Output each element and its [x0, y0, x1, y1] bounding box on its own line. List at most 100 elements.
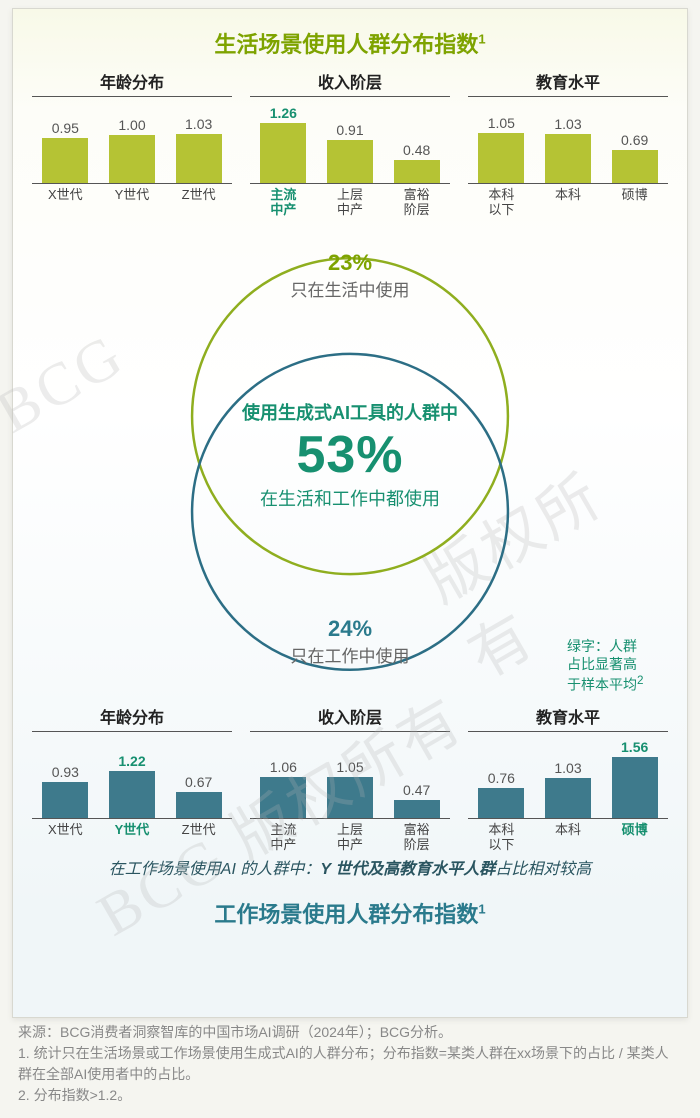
bar-value: 0.91	[336, 122, 363, 138]
bar-rect	[612, 757, 658, 817]
bar-value: 0.48	[403, 142, 430, 158]
bar-rect	[260, 123, 306, 183]
bar-category: 主流中产	[255, 823, 311, 853]
bar-rect	[42, 782, 88, 818]
chart-group: 收入阶层 1.06 1.05 0.47 主流中产上层中产富裕阶层	[250, 704, 450, 853]
bar: 0.95	[37, 120, 93, 183]
bar-value: 0.93	[52, 764, 79, 780]
bar-rect	[260, 777, 306, 818]
bar-category: 本科以下	[473, 188, 529, 218]
bar: 1.05	[473, 115, 529, 183]
bar-value: 0.47	[403, 782, 430, 798]
bar: 0.69	[607, 132, 663, 183]
bar-rect	[109, 135, 155, 183]
bar-category: Z世代	[171, 188, 227, 203]
bar: 1.26	[255, 105, 311, 183]
bar-category: 硕博	[607, 823, 663, 853]
chart-group: 教育水平 1.05 1.03 0.69 本科以下本科硕博	[468, 69, 668, 218]
bar-category: 主流中产	[255, 188, 311, 218]
bar-category: Z世代	[171, 823, 227, 838]
infographic-canvas: BCG 版权所有 BCG 版权所有 生活场景使用人群分布指数1 年龄分布0.95…	[12, 8, 688, 1018]
footnote-source: 来源：BCG消费者洞察智库的中国市场AI调研（2024年）；BCG分析。	[18, 1022, 682, 1043]
chart-group: 年龄分布 0.93 1.22 0.67 X世代 Y世代 Z世代	[32, 704, 232, 853]
footnote-1: 1. 统计只在生活场景或工作场景使用生成式AI的人群分布；分布指数=某类人群在x…	[18, 1043, 682, 1085]
bar-rect	[327, 777, 373, 818]
venn-mid-pct: 53%	[13, 425, 687, 485]
bar: 0.48	[389, 142, 445, 183]
bar-rect	[545, 134, 591, 183]
bar-category: Y世代	[104, 823, 160, 838]
chart-title: 教育水平	[468, 69, 668, 96]
bottom-section-title: 工作场景使用人群分布指数1	[13, 879, 687, 939]
bar: 0.93	[37, 764, 93, 818]
bar-category: 富裕阶层	[389, 188, 445, 218]
bar-rect	[612, 150, 658, 183]
bar-rect	[42, 138, 88, 183]
bar-category: X世代	[37, 823, 93, 838]
bar-value: 1.26	[270, 105, 297, 121]
bar: 1.56	[607, 739, 663, 817]
bar-value: 1.03	[554, 760, 581, 776]
chart-group: 教育水平 0.76 1.03 1.56 本科以下本科硕博	[468, 704, 668, 853]
top-section-title: 生活场景使用人群分布指数1	[13, 9, 687, 69]
bar-value: 1.56	[621, 739, 648, 755]
bar-rect	[327, 140, 373, 183]
bar-category: 本科	[540, 188, 596, 218]
top-charts-row: 年龄分布 0.95 1.00 1.03 X世代 Y世代 Z世代 收入阶层 1.26 0.91 0.4…	[13, 69, 687, 218]
bar: 1.22	[104, 753, 160, 818]
bar-rect	[176, 792, 222, 818]
venn-diagram: 23% 只在生活中使用 使用生成式AI工具的人群中 53% 在生活和工作中都使用…	[13, 224, 687, 704]
bar: 0.67	[171, 774, 227, 818]
bar: 1.06	[255, 759, 311, 818]
bar-rect	[478, 788, 524, 817]
bar-category: 富裕阶层	[389, 823, 445, 853]
bar-category: 上层中产	[322, 823, 378, 853]
venn-mid-title: 使用生成式AI工具的人群中	[13, 399, 687, 425]
bar: 0.47	[389, 782, 445, 818]
chart-group: 年龄分布 0.95 1.00 1.03 X世代 Y世代 Z世代	[32, 69, 232, 218]
footnote-2: 2. 分布指数>1.2。	[18, 1085, 682, 1106]
bar-value: 0.67	[185, 774, 212, 790]
chart-title: 年龄分布	[32, 704, 232, 731]
bar-rect	[545, 778, 591, 818]
chart-title: 收入阶层	[250, 69, 450, 96]
bar-rect	[478, 133, 524, 183]
bar-value: 1.03	[185, 116, 212, 132]
venn-top-pct: 23%	[13, 250, 687, 276]
bar-value: 0.95	[52, 120, 79, 136]
bar-value: 1.22	[118, 753, 145, 769]
chart-title: 收入阶层	[250, 704, 450, 731]
bar-category: X世代	[37, 188, 93, 203]
bar-category: 本科	[540, 823, 596, 853]
bar-value: 1.05	[336, 759, 363, 775]
bar: 1.05	[322, 759, 378, 818]
bar-value: 1.05	[488, 115, 515, 131]
bar: 0.91	[322, 122, 378, 183]
bar: 1.03	[540, 760, 596, 818]
bar-rect	[394, 800, 440, 818]
chart-title: 年龄分布	[32, 69, 232, 96]
venn-top-label: 只在生活中使用	[13, 276, 687, 301]
bar-rect	[394, 160, 440, 183]
venn-mid-label: 在生活和工作中都使用	[13, 485, 687, 511]
bar-value: 1.06	[270, 759, 297, 775]
bar: 1.03	[171, 116, 227, 183]
venn-legend: 绿字：人群占比显著高于样本平均2	[567, 637, 677, 694]
bottom-charts-row: 年龄分布 0.93 1.22 0.67 X世代 Y世代 Z世代 收入阶层 1.06 1.05 0.4…	[13, 704, 687, 853]
bottom-caption: 在工作场景使用AI 的人群中：Y 世代及高教育水平人群占比相对较高	[13, 855, 687, 879]
bar: 1.00	[104, 117, 160, 183]
bar-category: 硕博	[607, 188, 663, 218]
chart-title: 教育水平	[468, 704, 668, 731]
bar: 0.76	[473, 770, 529, 817]
bar-value: 1.00	[118, 117, 145, 133]
footnotes: 来源：BCG消费者洞察智库的中国市场AI调研（2024年）；BCG分析。 1. …	[18, 1022, 682, 1106]
chart-group: 收入阶层 1.26 0.91 0.48 主流中产上层中产富裕阶层	[250, 69, 450, 218]
bar-rect	[176, 134, 222, 183]
bar-value: 0.76	[488, 770, 515, 786]
bar-value: 0.69	[621, 132, 648, 148]
bar-category: Y世代	[104, 188, 160, 203]
bar-category: 本科以下	[473, 823, 529, 853]
bar: 1.03	[540, 116, 596, 183]
bar-category: 上层中产	[322, 188, 378, 218]
bar-rect	[109, 771, 155, 818]
